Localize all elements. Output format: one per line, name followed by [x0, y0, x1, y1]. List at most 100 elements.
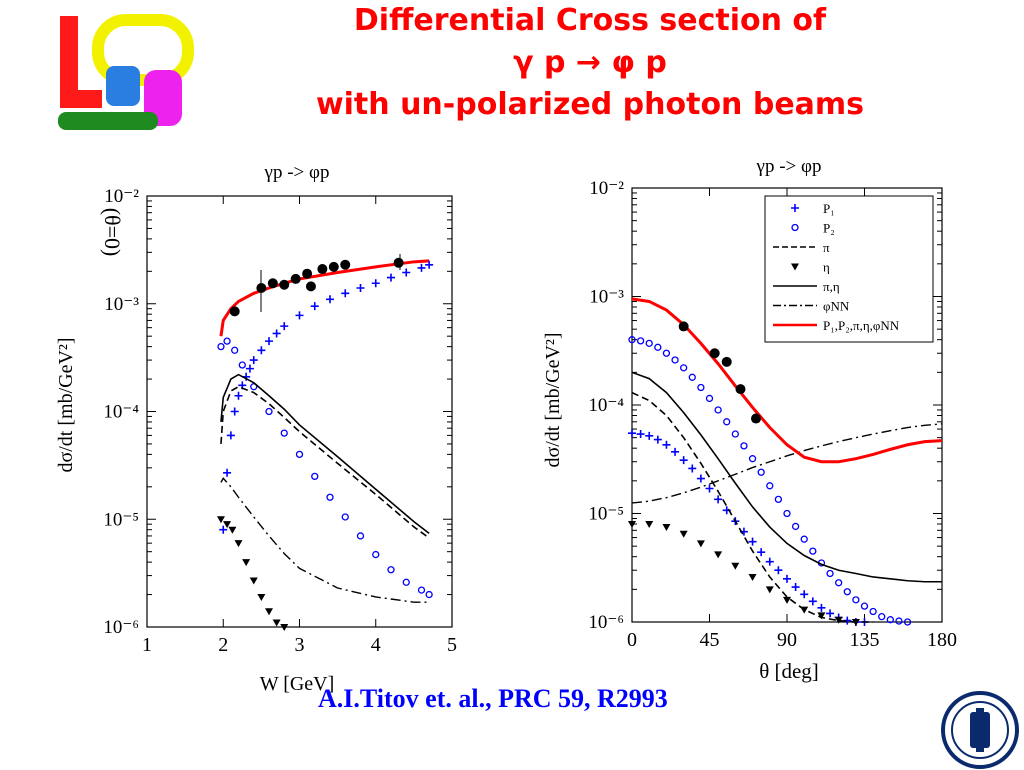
data-point-plus	[226, 431, 235, 440]
title-line-1: Differential Cross section of	[353, 3, 827, 38]
data-point-circle	[766, 482, 774, 490]
data-point-plus	[783, 574, 791, 583]
legend-swatch-plus	[791, 204, 799, 212]
data-point-circle	[402, 578, 410, 586]
data-point-plus	[688, 464, 697, 473]
left-xtick-label: 3	[295, 634, 305, 656]
data-point-triangle	[628, 521, 636, 529]
legend-label: η	[823, 260, 830, 275]
right-xtick-label: 45	[700, 629, 720, 651]
data-point-plus	[326, 295, 334, 304]
legend-box	[764, 195, 934, 343]
left-xtick-label: 4	[371, 634, 381, 656]
data-point-circle	[748, 455, 757, 463]
left-series-black-dash-dot	[220, 477, 430, 603]
left-ytick-label: 10⁻²	[104, 186, 139, 207]
data-point-circle	[425, 590, 433, 599]
data-point-circle	[852, 596, 860, 604]
left-series-blue-circle	[217, 337, 433, 599]
lab-logo	[58, 14, 194, 130]
legend-swatch-circle	[791, 223, 799, 232]
right-series-black-filled-circle-data-	[678, 321, 761, 424]
data-point-measured	[317, 264, 328, 275]
data-point-circle	[688, 373, 696, 381]
data-point-plus	[417, 263, 426, 272]
right-chart-ylabel: dσ/dt [mb/GeV²]	[542, 332, 564, 467]
legend-swatch-triangle	[791, 263, 799, 271]
legend-label: φNN	[823, 299, 850, 314]
data-point-plus	[791, 583, 800, 592]
data-point-plus	[645, 431, 654, 440]
slide-title: Differential Cross section of γ p → φ p …	[240, 0, 940, 126]
data-point-plus	[356, 284, 365, 293]
data-point-circle	[417, 586, 426, 594]
left-xtick-label: 2	[218, 634, 228, 656]
data-point-circle	[387, 566, 395, 574]
data-point-plus	[295, 311, 304, 320]
data-point-circle	[757, 468, 765, 476]
right-chart-legend: P₁ P₂ πη π,η φNN P₁,P₂,π,η,φNN	[764, 195, 934, 343]
data-point-plus	[636, 430, 645, 439]
data-point-plus	[671, 447, 680, 456]
right-series--nn	[631, 423, 943, 504]
data-point-plus	[757, 548, 766, 557]
data-point-plus	[234, 391, 243, 400]
data-point-circle	[326, 493, 334, 501]
data-point-circle	[740, 442, 748, 450]
left-chart-ylabel: dσ/dt [mb/GeV²]	[55, 337, 77, 472]
data-point-plus	[310, 302, 319, 311]
data-point-triangle	[280, 624, 289, 631]
data-point-circle	[238, 361, 246, 369]
data-point-triangle	[783, 596, 791, 604]
data-point-measured	[229, 306, 240, 317]
left-series-blue-plus	[219, 260, 434, 534]
right-series-p-	[628, 429, 869, 626]
data-point-circle	[886, 616, 894, 624]
data-point-circle	[223, 337, 231, 345]
data-point-circle	[723, 418, 731, 426]
right-series--	[628, 521, 860, 626]
data-point-plus	[826, 609, 835, 618]
data-point-circle	[654, 343, 662, 351]
data-point-measured	[678, 321, 689, 332]
data-point-triangle	[234, 540, 243, 548]
data-point-triangle	[731, 562, 740, 570]
right-xtick-label: 135	[850, 629, 880, 651]
data-point-plus	[341, 289, 350, 298]
data-point-triangle	[817, 612, 826, 620]
data-point-plus	[653, 435, 662, 444]
data-point-circle	[662, 349, 671, 357]
data-point-plus	[245, 364, 254, 373]
data-point-triangle	[223, 521, 232, 529]
data-point-circle	[217, 342, 225, 351]
data-point-plus	[265, 337, 273, 346]
data-point-circle	[809, 547, 817, 555]
data-point-circle	[731, 430, 739, 438]
data-point-circle	[869, 607, 877, 616]
data-point-measured	[393, 257, 404, 268]
data-point-circle	[835, 579, 843, 587]
citation: A.I.Titov et. al., PRC 59, R2993	[318, 684, 668, 713]
data-point-circle	[697, 383, 705, 392]
data-point-triangle	[748, 573, 757, 581]
data-point-plus	[765, 557, 774, 566]
right-ytick-label: 10⁻⁵	[588, 504, 624, 525]
data-point-measured	[709, 348, 720, 359]
data-point-triangle	[242, 559, 251, 567]
left-ytick-label: 10⁻⁴	[103, 402, 139, 423]
academia-sinica-seal	[941, 691, 1019, 769]
data-point-triangle	[696, 540, 705, 548]
left-xtick-label: 1	[142, 634, 152, 656]
data-point-triangle	[272, 619, 281, 627]
data-point-plus	[230, 407, 239, 416]
data-point-triangle	[679, 530, 688, 538]
data-point-triangle	[645, 521, 654, 529]
data-point-plus	[223, 468, 232, 477]
data-point-circle	[231, 346, 239, 354]
data-point-measured	[267, 278, 278, 289]
left-chart-title: γp -> φp	[264, 162, 330, 183]
data-point-plus	[280, 322, 289, 331]
data-point-triangle	[851, 619, 860, 626]
data-point-triangle	[765, 586, 774, 594]
